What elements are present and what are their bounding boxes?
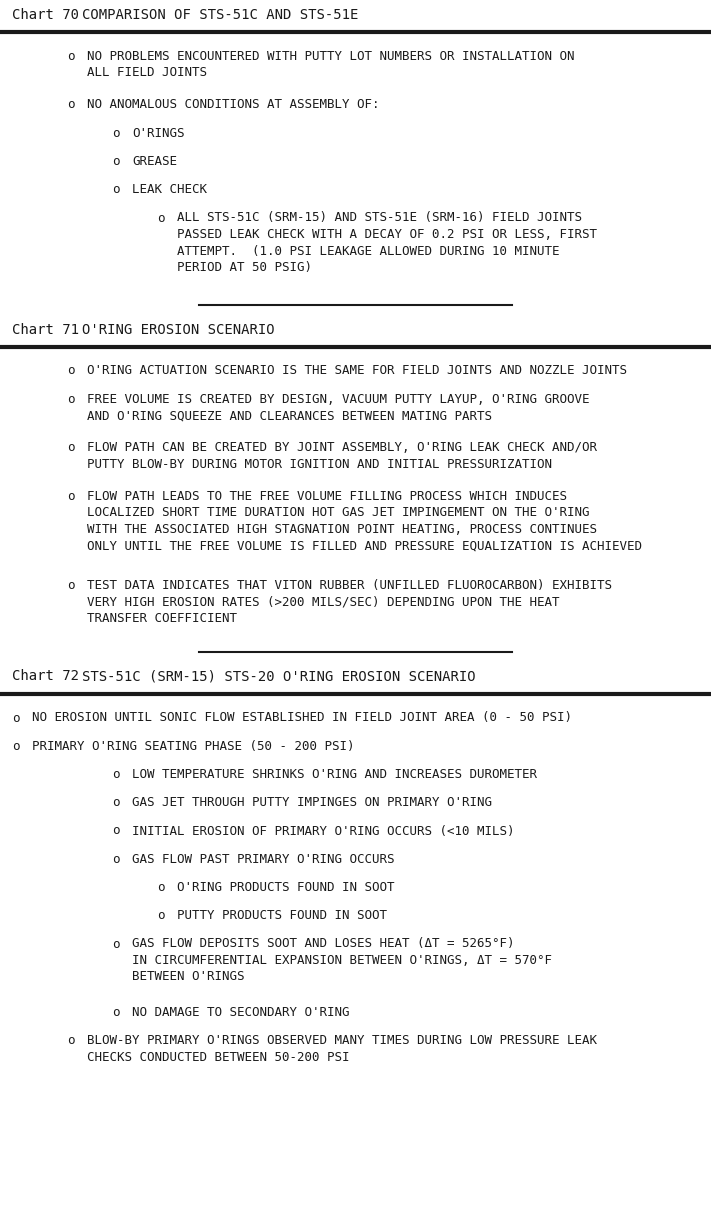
Text: STS-51C (SRM-15) STS-20 O'RING EROSION SCENARIO: STS-51C (SRM-15) STS-20 O'RING EROSION S…: [82, 670, 476, 683]
Text: o: o: [67, 50, 75, 63]
Text: o: o: [112, 768, 119, 781]
Text: PUTTY PRODUCTS FOUND IN SOOT: PUTTY PRODUCTS FOUND IN SOOT: [177, 909, 387, 922]
Text: NO EROSION UNTIL SONIC FLOW ESTABLISHED IN FIELD JOINT AREA (0 - 50 PSI): NO EROSION UNTIL SONIC FLOW ESTABLISHED …: [32, 712, 572, 724]
Text: Chart 71: Chart 71: [12, 323, 79, 336]
Text: o: o: [112, 184, 119, 196]
Text: o: o: [67, 98, 75, 111]
Text: o: o: [157, 881, 164, 893]
Text: o: o: [157, 909, 164, 922]
Text: COMPARISON OF STS-51C AND STS-51E: COMPARISON OF STS-51C AND STS-51E: [82, 8, 358, 22]
Text: NO ANOMALOUS CONDITIONS AT ASSEMBLY OF:: NO ANOMALOUS CONDITIONS AT ASSEMBLY OF:: [87, 98, 380, 111]
Text: FREE VOLUME IS CREATED BY DESIGN, VACUUM PUTTY LAYUP, O'RING GROOVE
AND O'RING S: FREE VOLUME IS CREATED BY DESIGN, VACUUM…: [87, 393, 589, 422]
Text: O'RINGS: O'RINGS: [132, 127, 184, 140]
Text: BLOW-BY PRIMARY O'RINGS OBSERVED MANY TIMES DURING LOW PRESSURE LEAK
CHECKS COND: BLOW-BY PRIMARY O'RINGS OBSERVED MANY TI…: [87, 1035, 597, 1064]
Text: o: o: [12, 712, 19, 724]
Text: o: o: [112, 937, 119, 950]
Text: NO PROBLEMS ENCOUNTERED WITH PUTTY LOT NUMBERS OR INSTALLATION ON
ALL FIELD JOIN: NO PROBLEMS ENCOUNTERED WITH PUTTY LOT N…: [87, 50, 574, 80]
Text: GREASE: GREASE: [132, 155, 177, 168]
Text: O'RING EROSION SCENARIO: O'RING EROSION SCENARIO: [82, 323, 274, 336]
Text: o: o: [67, 364, 75, 377]
Text: o: o: [112, 852, 119, 866]
Text: o: o: [112, 1006, 119, 1019]
Text: o: o: [67, 441, 75, 455]
Text: FLOW PATH CAN BE CREATED BY JOINT ASSEMBLY, O'RING LEAK CHECK AND/OR
PUTTY BLOW-: FLOW PATH CAN BE CREATED BY JOINT ASSEMB…: [87, 441, 597, 470]
Text: o: o: [67, 393, 75, 406]
Text: o: o: [112, 155, 119, 168]
Text: TEST DATA INDICATES THAT VITON RUBBER (UNFILLED FLUOROCARBON) EXHIBITS
VERY HIGH: TEST DATA INDICATES THAT VITON RUBBER (U…: [87, 579, 612, 625]
Text: Chart 72: Chart 72: [12, 670, 79, 683]
Text: o: o: [112, 797, 119, 809]
Text: LEAK CHECK: LEAK CHECK: [132, 184, 207, 196]
Text: FLOW PATH LEADS TO THE FREE VOLUME FILLING PROCESS WHICH INDUCES
LOCALIZED SHORT: FLOW PATH LEADS TO THE FREE VOLUME FILLI…: [87, 490, 642, 553]
Text: O'RING ACTUATION SCENARIO IS THE SAME FOR FIELD JOINTS AND NOZZLE JOINTS: O'RING ACTUATION SCENARIO IS THE SAME FO…: [87, 364, 627, 377]
Text: GAS FLOW PAST PRIMARY O'RING OCCURS: GAS FLOW PAST PRIMARY O'RING OCCURS: [132, 852, 395, 866]
Text: LOW TEMPERATURE SHRINKS O'RING AND INCREASES DUROMETER: LOW TEMPERATURE SHRINKS O'RING AND INCRE…: [132, 768, 537, 781]
Text: o: o: [112, 127, 119, 140]
Text: GAS FLOW DEPOSITS SOOT AND LOSES HEAT (ΔT = 5265°F)
IN CIRCUMFERENTIAL EXPANSION: GAS FLOW DEPOSITS SOOT AND LOSES HEAT (Δ…: [132, 937, 552, 983]
Text: Chart 70: Chart 70: [12, 8, 79, 22]
Text: NO DAMAGE TO SECONDARY O'RING: NO DAMAGE TO SECONDARY O'RING: [132, 1006, 350, 1019]
Text: O'RING PRODUCTS FOUND IN SOOT: O'RING PRODUCTS FOUND IN SOOT: [177, 881, 395, 893]
Text: GAS JET THROUGH PUTTY IMPINGES ON PRIMARY O'RING: GAS JET THROUGH PUTTY IMPINGES ON PRIMAR…: [132, 797, 492, 809]
Text: o: o: [157, 212, 164, 225]
Text: INITIAL EROSION OF PRIMARY O'RING OCCURS (<10 MILS): INITIAL EROSION OF PRIMARY O'RING OCCURS…: [132, 825, 515, 838]
Text: PRIMARY O'RING SEATING PHASE (50 - 200 PSI): PRIMARY O'RING SEATING PHASE (50 - 200 P…: [32, 740, 355, 753]
Text: o: o: [67, 490, 75, 503]
Text: o: o: [112, 825, 119, 838]
Text: ALL STS-51C (SRM-15) AND STS-51E (SRM-16) FIELD JOINTS
PASSED LEAK CHECK WITH A : ALL STS-51C (SRM-15) AND STS-51E (SRM-16…: [177, 212, 597, 274]
Text: o: o: [12, 740, 19, 753]
Text: o: o: [67, 1035, 75, 1047]
Text: o: o: [67, 579, 75, 591]
